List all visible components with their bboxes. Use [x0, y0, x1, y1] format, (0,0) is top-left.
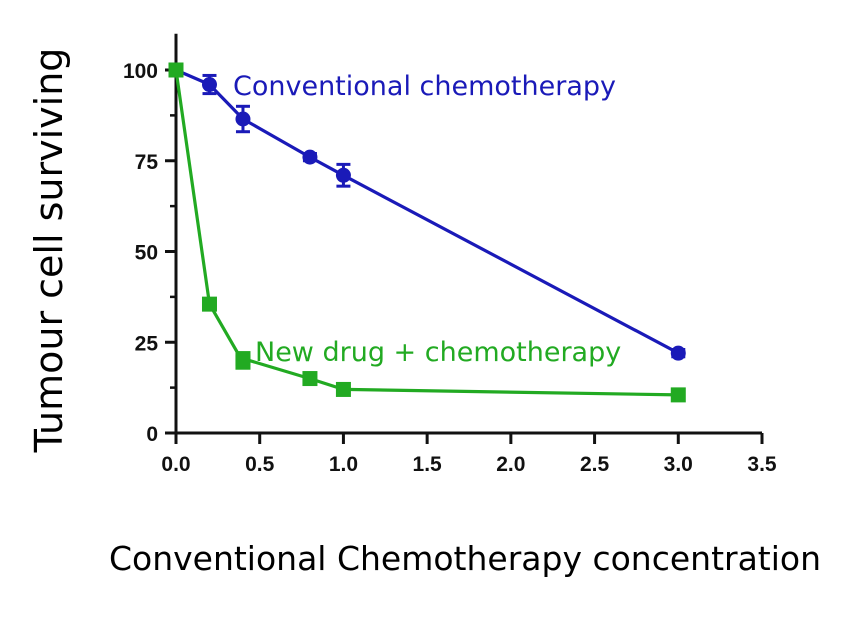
x-tick-label: 0.0 [161, 453, 190, 476]
x-tick-label: 2.5 [580, 453, 610, 476]
data-point [302, 371, 318, 387]
x-tick-label: 3.0 [664, 453, 693, 476]
data-point [201, 77, 217, 93]
series-line-0 [175, 68, 680, 355]
y-tick-label: 50 [135, 242, 158, 265]
axes: 0 25 50 75 100 0.0 0.5 1.0 1.5 2.0 2.5 3.0 3.5 [123, 33, 777, 476]
data-point [670, 387, 686, 403]
series-label-new-drug: New drug + chemotherapy [255, 337, 621, 368]
data-point [235, 111, 251, 127]
x-tick-label: 3.5 [747, 453, 777, 476]
data-point [302, 149, 318, 165]
series-layer [168, 62, 686, 403]
series-label-conventional: Conventional chemotherapy [233, 71, 616, 102]
data-point [168, 62, 184, 78]
data-point [335, 381, 351, 397]
data-point [201, 296, 217, 312]
x-tick-label: 0.5 [245, 453, 275, 476]
x-tick-label: 1.0 [329, 453, 358, 476]
x-tick-label: 1.5 [413, 453, 443, 476]
y-tick-label: 100 [123, 60, 158, 83]
data-point [335, 167, 351, 183]
x-tick-label: 2.0 [496, 453, 525, 476]
y-tick-label: 25 [135, 332, 159, 355]
y-tick-label: 0 [146, 423, 158, 446]
x-axis-title: Conventional Chemotherapy concentration [109, 539, 821, 578]
data-point [670, 345, 686, 361]
y-tick-label: 75 [135, 151, 159, 174]
data-point [235, 351, 251, 367]
y-axis-title: Tumour cell surviving [27, 48, 71, 454]
